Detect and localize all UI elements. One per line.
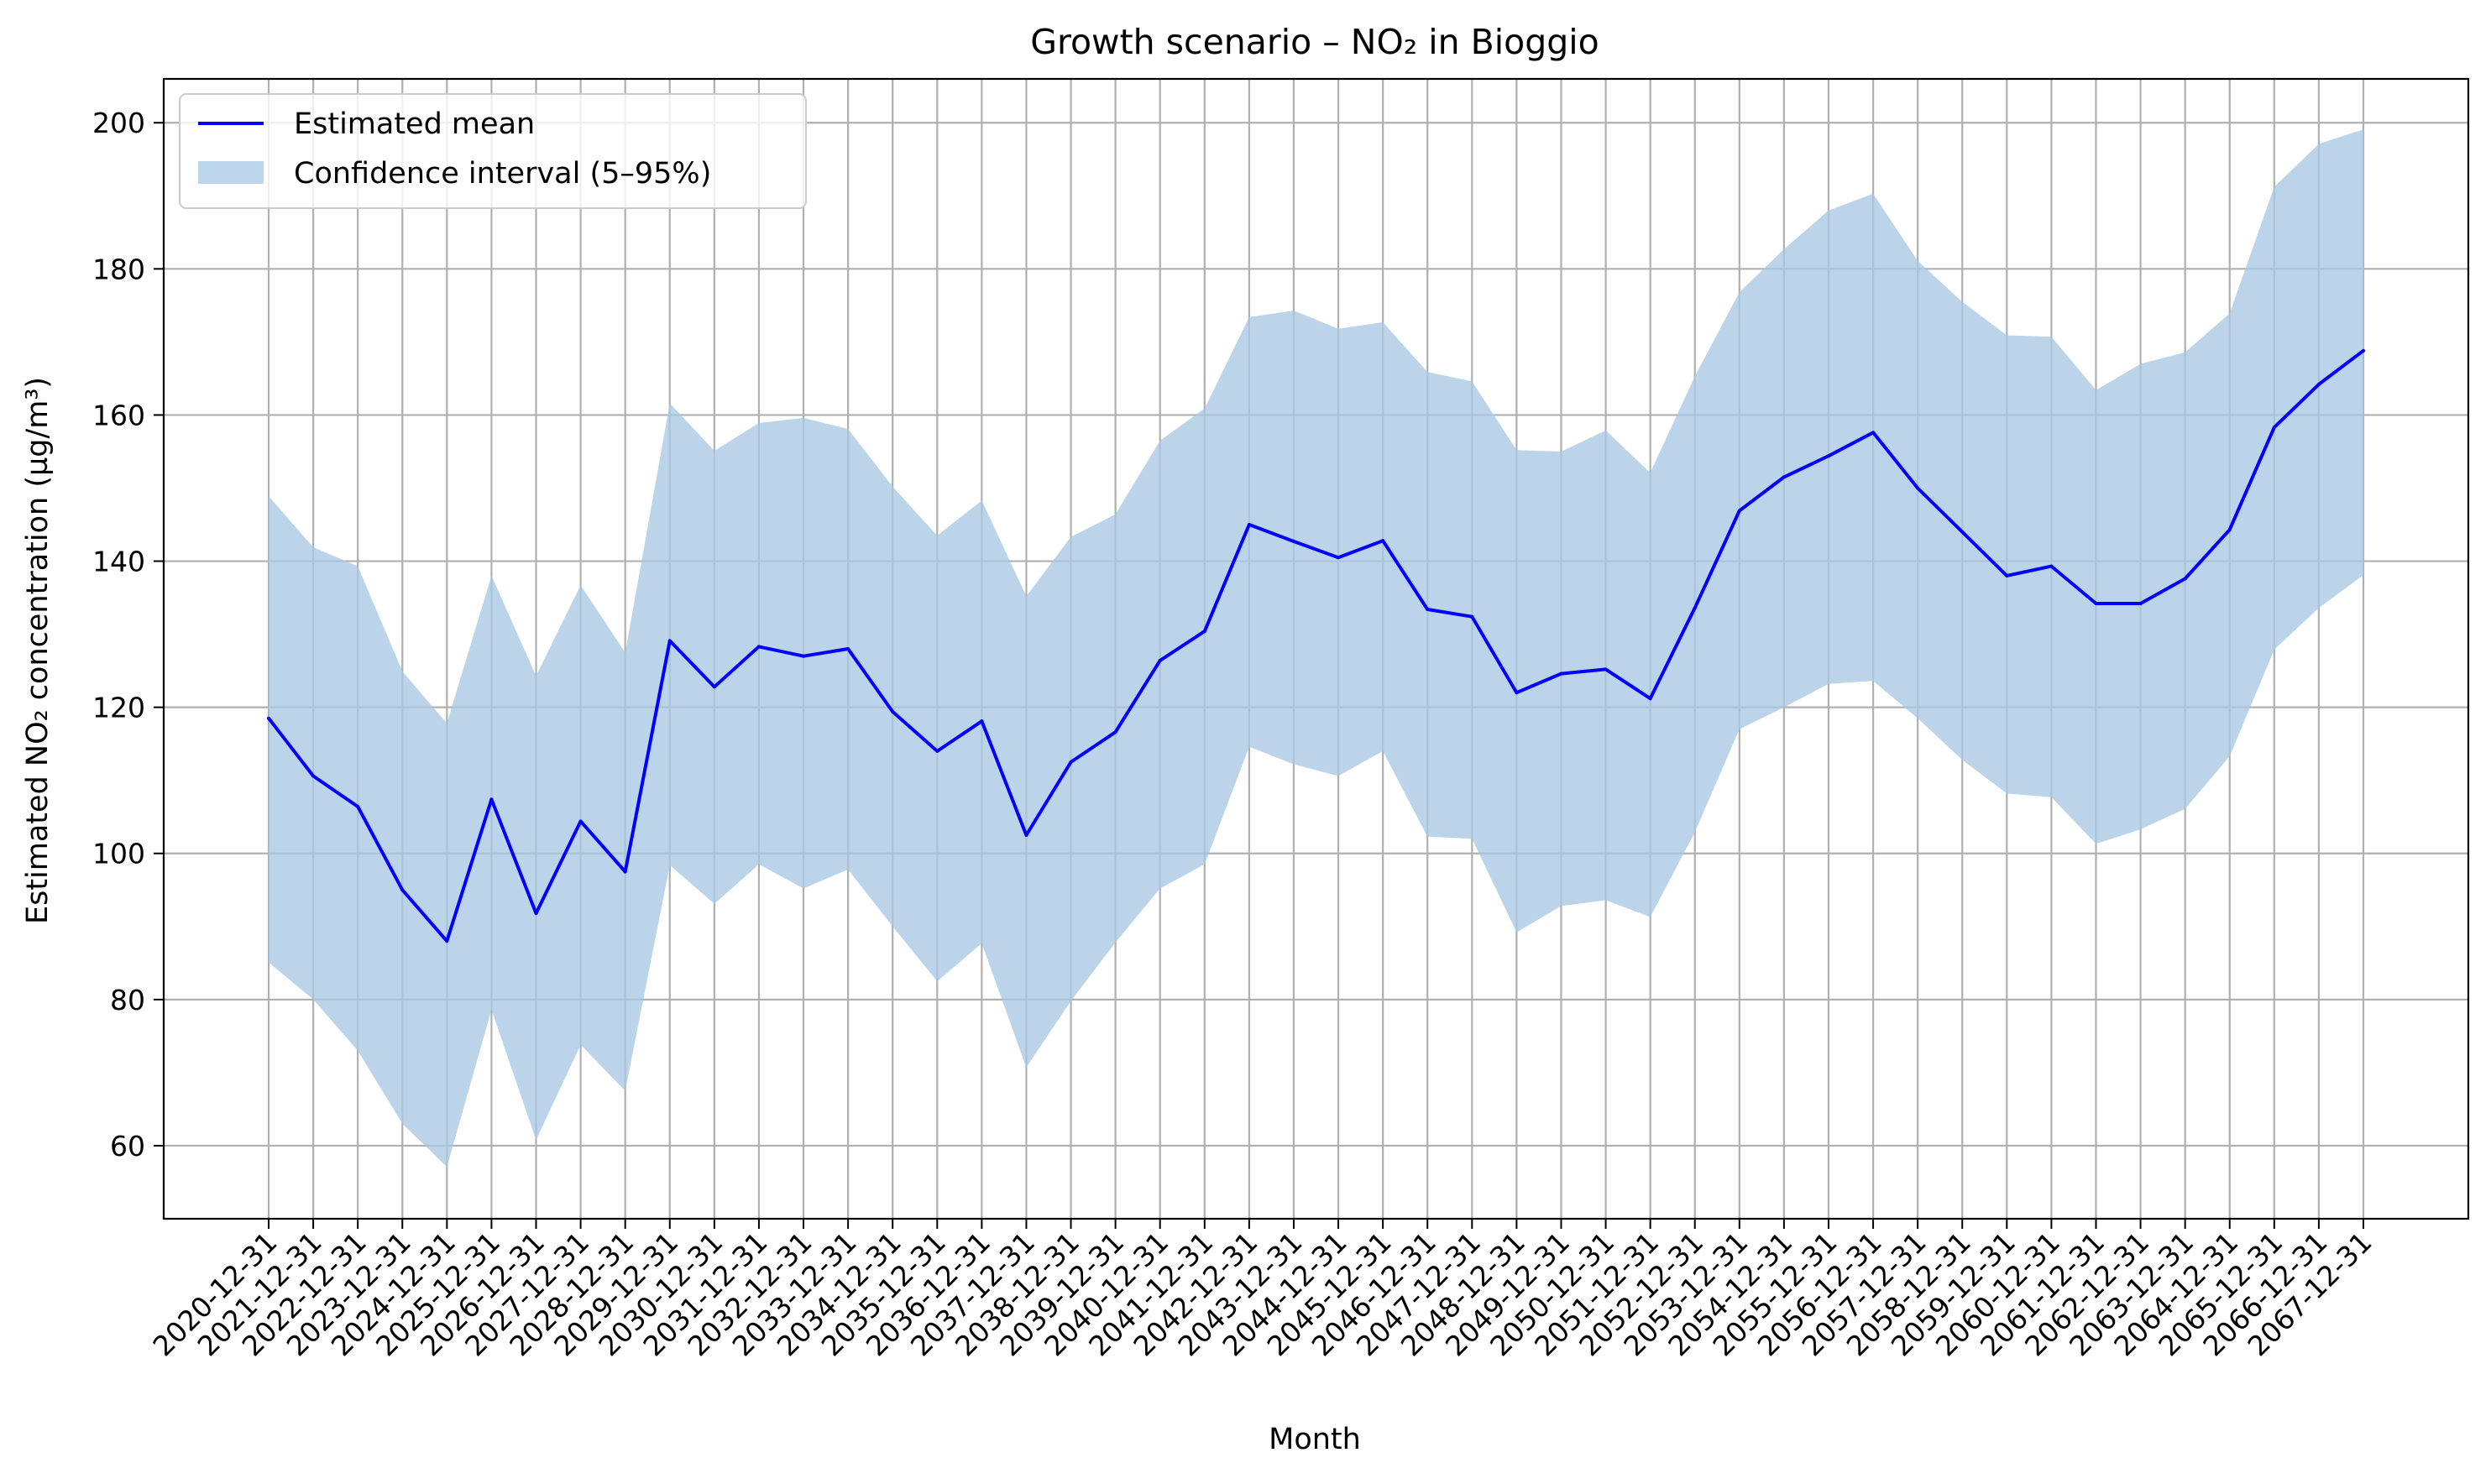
mean-point: [1871, 431, 1876, 435]
legend-box: [179, 93, 807, 209]
mean-point: [2362, 348, 2365, 353]
mean-point: [1515, 691, 1519, 695]
mean-point: [1113, 730, 1117, 734]
mean-point: [1291, 540, 1295, 544]
mean-point: [1069, 760, 1073, 764]
mean-point: [1426, 607, 1430, 611]
mean-point: [846, 647, 850, 651]
mean-point: [1916, 486, 1920, 490]
mean-point: [1648, 697, 1652, 701]
mean-point: [756, 645, 761, 649]
mean-point: [1247, 523, 1251, 527]
mean-point: [1024, 833, 1028, 837]
mean-point: [623, 870, 627, 874]
mean-point: [1826, 454, 1830, 458]
legend-ci-swatch: [198, 161, 264, 184]
mean-point: [1782, 475, 1786, 479]
mean-point: [400, 888, 405, 892]
mean-point: [1559, 671, 1563, 676]
mean-point: [980, 719, 984, 724]
y-tick-label: 60: [110, 1130, 145, 1163]
mean-point: [2049, 564, 2054, 568]
mean-point: [1737, 509, 1741, 513]
mean-point: [267, 716, 270, 720]
mean-point: [534, 912, 538, 916]
y-axis-label: Estimated NO₂ concentration (µg/m³): [21, 377, 55, 924]
mean-point: [1158, 658, 1162, 662]
legend-ci-label: Confidence interval (5–95%): [294, 157, 711, 191]
mean-point: [1202, 630, 1206, 634]
y-tick-label: 200: [92, 107, 145, 139]
mean-point: [489, 797, 494, 802]
mean-point: [891, 709, 895, 713]
y-tick-label: 180: [92, 253, 145, 285]
mean-point: [1604, 667, 1608, 671]
mean-point: [802, 654, 806, 658]
y-tick-label: 140: [92, 546, 145, 578]
mean-point: [445, 939, 449, 943]
x-axis-label: Month: [1269, 1423, 1361, 1456]
estimated-mean-line: [267, 349, 2365, 943]
mean-point: [667, 639, 672, 643]
mean-point: [311, 774, 316, 778]
mean-point: [2183, 577, 2187, 581]
legend: Estimated mean Confidence interval (5–95…: [179, 93, 807, 209]
x-axis: 2020-12-312021-12-312022-12-312023-12-31…: [146, 1219, 2378, 1362]
y-tick-label: 160: [92, 399, 145, 431]
mean-point: [1960, 530, 1965, 534]
legend-mean-label: Estimated mean: [294, 107, 535, 141]
mean-point: [356, 805, 360, 809]
mean-point: [2227, 528, 2232, 532]
mean-point: [1381, 539, 1385, 543]
chart-title: Growth scenario – NO₂ in Bioggio: [1030, 22, 1599, 62]
y-tick-label: 120: [92, 692, 145, 724]
y-axis: 60 80 100 120 140 160 180 200: [92, 107, 164, 1163]
mean-point: [2138, 602, 2143, 606]
plot-frame: [162, 77, 2470, 1220]
y-tick-label: 100: [92, 838, 145, 870]
y-tick-label: 80: [110, 984, 145, 1016]
mean-point: [2316, 382, 2321, 386]
mean-point: [2272, 426, 2276, 430]
mean-point: [712, 685, 716, 689]
mean-point: [1470, 614, 1474, 619]
mean-point: [1337, 556, 1341, 560]
confidence-interval-band: [269, 129, 2363, 1168]
mean-line-layer: [267, 348, 2365, 943]
mean-point: [1693, 606, 1697, 610]
mean-point: [2005, 573, 2009, 577]
confidence-band-layer: [269, 129, 2363, 1168]
mean-point: [2094, 602, 2098, 606]
mean-point: [935, 749, 939, 753]
mean-point: [578, 819, 583, 823]
